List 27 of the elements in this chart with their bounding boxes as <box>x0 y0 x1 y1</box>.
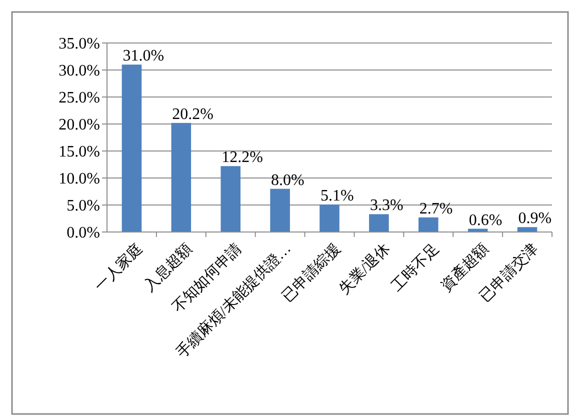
x-tick-label: 工時不足 <box>388 240 443 295</box>
bar <box>220 166 240 232</box>
bar <box>122 64 142 232</box>
y-tick-label: 0.0% <box>66 224 100 242</box>
bar <box>171 122 192 232</box>
y-tick-label: 35.0% <box>58 36 100 53</box>
y-tick-label: 10.0% <box>58 170 100 188</box>
data-label: 12.2% <box>222 149 263 166</box>
bar <box>320 204 340 232</box>
data-label: 20.2% <box>172 106 214 123</box>
data-label: 31.0% <box>122 48 164 65</box>
x-tick-label: 一人家庭 <box>92 240 146 295</box>
bar <box>517 227 538 232</box>
y-tick-label: 15.0% <box>58 144 100 161</box>
bar <box>369 214 389 232</box>
data-label: 3.3% <box>370 197 404 214</box>
data-label: 0.9% <box>518 210 552 228</box>
bar <box>270 188 290 232</box>
data-label: 5.1% <box>320 187 354 204</box>
data-label: 0.6% <box>468 212 502 229</box>
bar <box>418 217 438 232</box>
y-tick-label: 20.0% <box>58 116 100 134</box>
data-label: 2.7% <box>419 200 453 218</box>
y-tick-label: 30.0% <box>58 62 100 80</box>
y-tick-label: 5.0% <box>66 198 100 215</box>
data-label: 8.0% <box>271 172 304 189</box>
y-tick-label: 25.0% <box>58 90 100 107</box>
